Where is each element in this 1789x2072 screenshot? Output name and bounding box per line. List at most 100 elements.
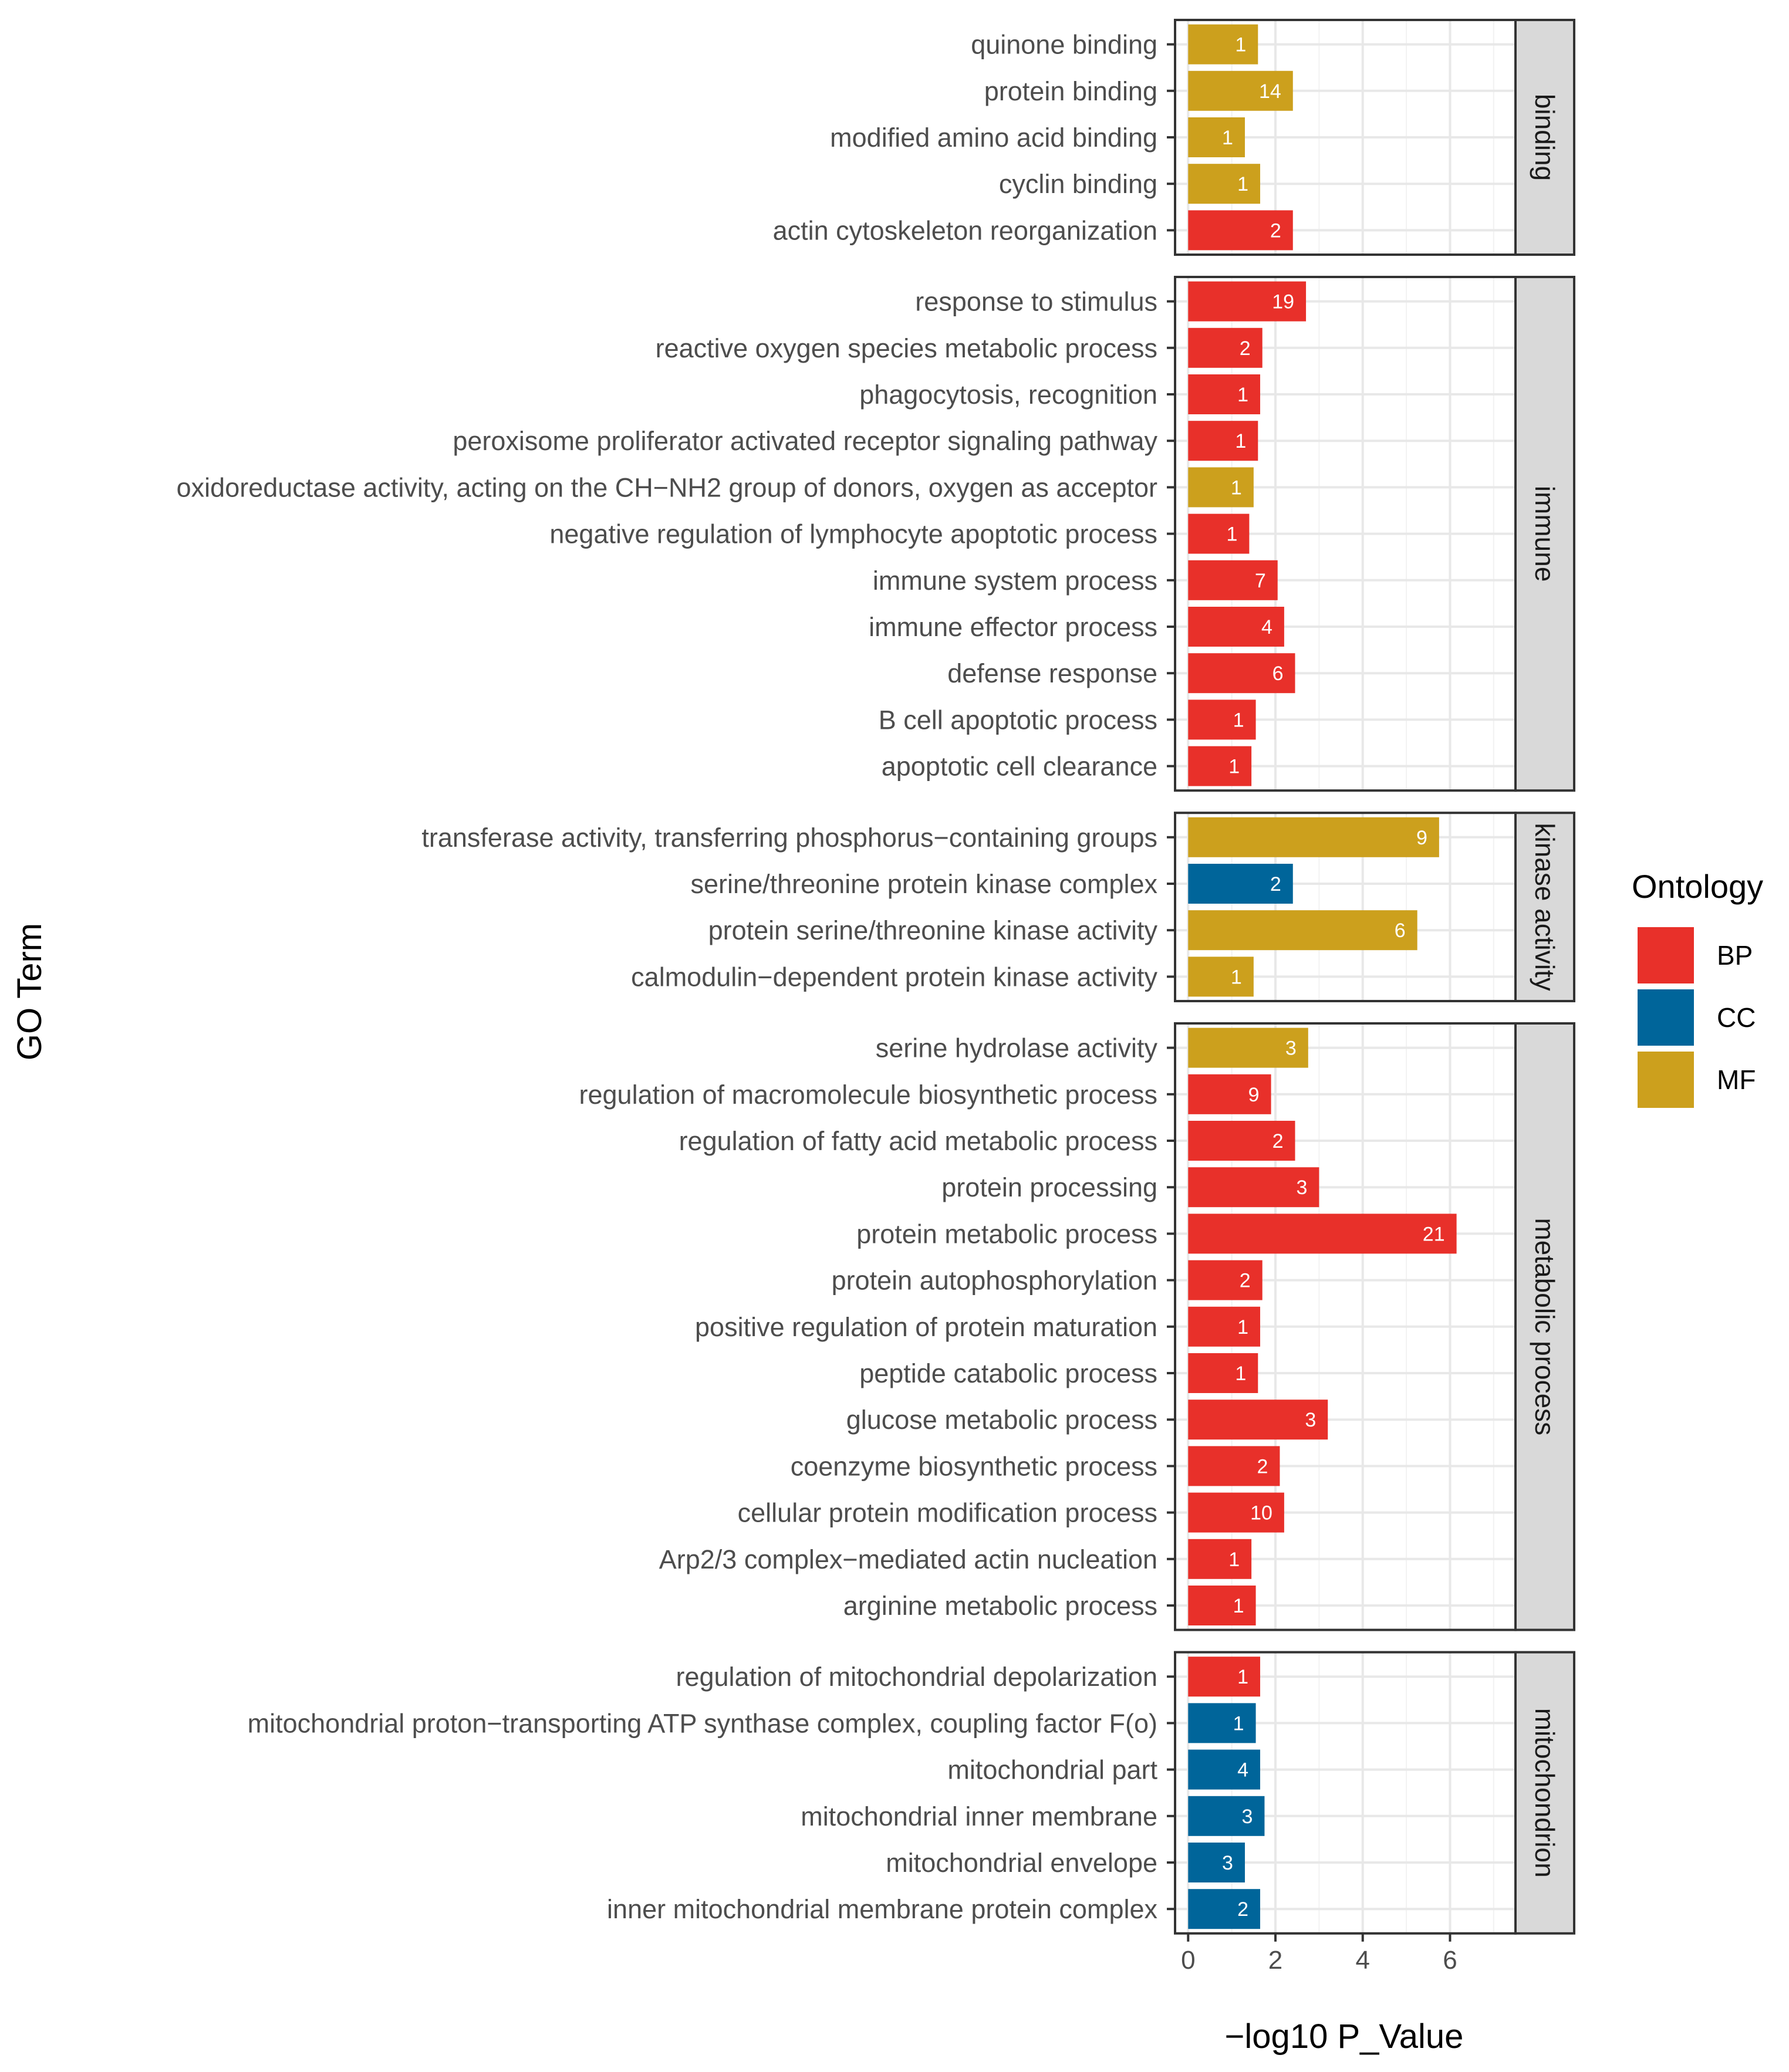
facet-panel: 19 response to stimulus 2 reactive oxygen s…: [177, 276, 1575, 792]
bar: [1188, 1796, 1265, 1836]
bar-count-label: 2: [1237, 1898, 1248, 1921]
bar-count-label: 3: [1285, 1037, 1297, 1060]
facet-panel: 1 regulation of mitochondrial depolarizat…: [248, 1651, 1575, 1935]
bar: [1188, 1400, 1328, 1440]
term-label: negative regulation of lymphocyte apopto…: [549, 519, 1157, 549]
facet-strip-label: binding: [1530, 94, 1560, 181]
term-label: peroxisome proliferator activated recept…: [453, 426, 1157, 456]
bar-count-label: 1: [1228, 756, 1240, 778]
legend-label: BP: [1717, 940, 1753, 971]
bar-count-label: 1: [1235, 34, 1246, 56]
term-label: protein serine/threonine kinase activity: [708, 915, 1158, 945]
y-axis-title: GO Term: [11, 923, 49, 1060]
bar-count-label: 6: [1272, 663, 1284, 685]
bar: [1188, 1749, 1260, 1790]
bar-count-label: 1: [1222, 127, 1233, 149]
bar-count-label: 19: [1272, 291, 1294, 313]
bar: [1188, 1657, 1260, 1697]
term-label: transferase activity, transferring phosp…: [421, 823, 1157, 853]
x-axis: 0 2 4 6: [1181, 1933, 1457, 1975]
term-label: protein metabolic process: [856, 1219, 1157, 1249]
term-label: peptide catabolic process: [859, 1358, 1157, 1388]
bar: [1188, 864, 1293, 904]
facet-strip-label: immune: [1530, 486, 1560, 582]
bar: [1188, 1539, 1252, 1579]
term-label: mitochondrial part: [947, 1755, 1157, 1785]
bar: [1188, 374, 1260, 414]
term-label: regulation of fatty acid metabolic proce…: [679, 1126, 1157, 1156]
facet-strip-label: metabolic process: [1530, 1218, 1560, 1435]
bar-count-label: 9: [1248, 1084, 1260, 1106]
bar-count-label: 2: [1257, 1455, 1268, 1478]
bar-count-label: 1: [1228, 1549, 1240, 1571]
bar: [1188, 421, 1258, 461]
bar-count-label: 3: [1305, 1409, 1316, 1431]
facet-panel: 1 quinone binding 14 protein binding 1 modifi…: [773, 19, 1575, 256]
bar-count-label: 2: [1272, 1130, 1284, 1152]
bar-count-label: 2: [1240, 1270, 1251, 1292]
bar-count-label: 1: [1237, 173, 1248, 195]
bar-count-label: 1: [1231, 966, 1242, 988]
bar-count-label: 9: [1416, 827, 1427, 849]
bar: [1188, 1492, 1284, 1533]
term-label: response to stimulus: [915, 287, 1157, 317]
facet-strip: [1514, 812, 1575, 1002]
facet-strip: [1514, 1022, 1575, 1631]
term-label: actin cytoskeleton reorganization: [773, 215, 1157, 245]
bar: [1188, 817, 1439, 857]
bar: [1188, 164, 1260, 204]
bar-count-label: 21: [1423, 1223, 1445, 1245]
bar: [1188, 1260, 1263, 1300]
legend-label: CC: [1717, 1002, 1756, 1033]
term-label: protein binding: [984, 76, 1157, 106]
term-label: apoptotic cell clearance: [882, 752, 1157, 782]
term-label: glucose metabolic process: [846, 1405, 1157, 1435]
bar: [1188, 910, 1417, 951]
term-label: reactive oxygen species metabolic proces…: [656, 333, 1157, 363]
x-axis-title: −log10 P_Value: [1225, 2017, 1464, 2056]
legend-swatch: [1638, 927, 1694, 983]
bar: [1188, 117, 1245, 157]
bar-count-label: 1: [1233, 1595, 1244, 1617]
bar: [1188, 607, 1284, 647]
x-tick-label: 2: [1268, 1946, 1282, 1975]
bar-count-label: 4: [1261, 616, 1272, 638]
term-label: protein processing: [941, 1172, 1157, 1202]
bar: [1188, 24, 1258, 65]
bar-count-label: 1: [1226, 523, 1237, 546]
term-label: positive regulation of protein maturatio…: [695, 1312, 1157, 1342]
bar: [1188, 1586, 1256, 1625]
term-label: oxidoreductase activity, acting on the C…: [177, 472, 1157, 502]
bar-count-label: 4: [1237, 1759, 1248, 1782]
term-label: calmodulin−dependent protein kinase acti…: [631, 962, 1157, 992]
bar: [1188, 513, 1250, 554]
term-label: Arp2/3 complex−mediated actin nucleation: [659, 1544, 1157, 1574]
bar-count-label: 2: [1240, 337, 1251, 360]
term-label: defense response: [947, 658, 1157, 688]
term-label: inner mitochondrial membrane protein com…: [607, 1894, 1157, 1924]
term-label: cellular protein modification process: [738, 1498, 1157, 1528]
bar: [1188, 1353, 1258, 1393]
term-label: mitochondrial proton−transporting ATP sy…: [248, 1708, 1157, 1738]
bar-count-label: 2: [1270, 219, 1281, 242]
term-label: quinone binding: [971, 30, 1157, 60]
term-label: coenzyme biosynthetic process: [791, 1451, 1157, 1481]
bar-count-label: 6: [1395, 920, 1406, 942]
bar: [1188, 1446, 1280, 1486]
bar: [1188, 327, 1263, 368]
bar-count-label: 1: [1237, 1666, 1248, 1688]
bar-count-label: 1: [1233, 709, 1244, 731]
bar: [1188, 1027, 1308, 1068]
bar: [1188, 1167, 1319, 1208]
term-label: serine hydrolase activity: [876, 1033, 1158, 1063]
bar-count-label: 3: [1222, 1852, 1233, 1874]
term-label: mitochondrial envelope: [886, 1848, 1157, 1878]
legend-swatch: [1638, 989, 1694, 1046]
facet-panel: 3 serine hydrolase activity 9 regulation of…: [579, 1022, 1575, 1631]
bar-count-label: 1: [1235, 1363, 1246, 1385]
bar: [1188, 281, 1307, 322]
bar: [1188, 1214, 1457, 1254]
bar: [1188, 1889, 1260, 1929]
bar: [1188, 560, 1278, 600]
